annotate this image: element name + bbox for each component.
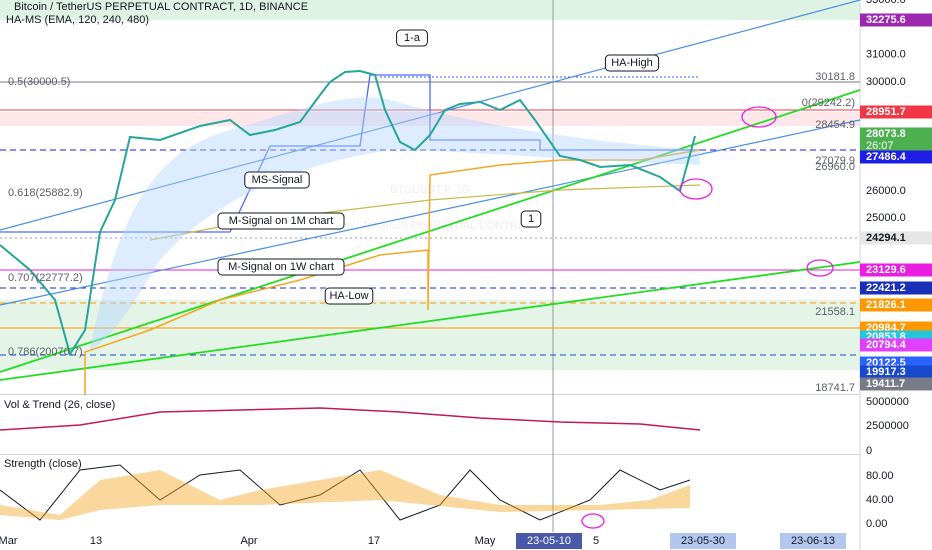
price-badge-label: 23129.6	[866, 264, 906, 276]
watermark-symbol: BTCUSDT.P, 1D	[390, 184, 470, 196]
price-badge	[860, 338, 932, 352]
time-tick-label: 23-05-10	[527, 535, 571, 547]
pane-tick-label: 5000000	[866, 396, 909, 408]
m-signal-1w	[149, 184, 701, 241]
callout-label: HA-Low	[329, 290, 368, 302]
price-tick-label: 33000.0	[866, 0, 906, 6]
highlight-circle	[679, 178, 713, 200]
callout-box	[396, 29, 428, 47]
level-label: 27079.9	[815, 155, 855, 167]
m-signal	[84, 149, 701, 395]
time-tick-label: Mar	[0, 535, 18, 547]
level-label: 21558.1	[815, 306, 855, 318]
highlight-circle	[806, 259, 834, 277]
pane-tick-label: 2500000	[866, 420, 909, 432]
highlight-circle	[741, 106, 777, 128]
pane-tick-label: 0.00	[866, 518, 887, 530]
time-tick-label: 17	[368, 535, 380, 547]
price-tick-label: 30000.0	[866, 76, 906, 88]
pane-divider	[0, 454, 860, 455]
zone	[0, 0, 860, 20]
price-badge-label: 24294.1	[866, 232, 906, 244]
trend-line	[0, 261, 861, 381]
price-badge	[860, 263, 932, 277]
level-label: 0.5(30000.5)	[8, 76, 70, 88]
callout-label: MS-Signal	[252, 174, 303, 186]
price-tick-label: 26000.0	[866, 185, 906, 197]
callout-label: M-Signal on 1M chart	[229, 215, 334, 227]
callout-box	[604, 54, 660, 72]
pane-divider	[0, 394, 860, 395]
time-tick-label: 23-06-13	[791, 535, 835, 547]
strength-line	[0, 464, 691, 521]
level-label: 26960.0	[815, 161, 855, 173]
callout-label: 1	[528, 213, 534, 225]
time-badge	[670, 533, 736, 549]
callout-box	[324, 287, 374, 305]
price-tick-label: 25000.0	[866, 212, 906, 224]
time-tick-label: 13	[90, 535, 102, 547]
price-badge	[860, 377, 932, 391]
highlight-circle	[581, 513, 605, 529]
level-label: 30181.8	[815, 71, 855, 83]
trend-line	[0, 89, 861, 373]
price-badge	[860, 13, 932, 27]
watermark-name: Bitcoin / TetherUS PERPETUAL CONTRACT	[320, 220, 540, 232]
time-badge	[516, 533, 582, 549]
price-badge-label: 20794.4	[866, 339, 907, 351]
price-badge	[860, 127, 932, 154]
pane-tick-label: 0	[866, 445, 872, 457]
time-tick-label: 23-05-30	[681, 535, 725, 547]
time-badge	[780, 533, 846, 549]
strength-area	[0, 470, 690, 520]
pane-tick-label: 40.00	[866, 494, 894, 506]
price-badge-label: 32275.6	[866, 14, 906, 26]
price-badge	[860, 105, 932, 119]
callout-label: HA-High	[611, 57, 653, 69]
ms-signal	[0, 74, 700, 233]
callout-box	[244, 171, 310, 189]
price-badge	[860, 298, 932, 312]
callout-box	[217, 212, 345, 230]
price-badge-label: 21826.1	[866, 299, 906, 311]
callout-box	[520, 210, 542, 228]
pane-tick-label: 80.00	[866, 470, 894, 482]
price-badge-label: 22421.2	[866, 282, 906, 294]
pane-title: Vol & Trend (26, close)	[4, 399, 115, 411]
symbol-title: Bitcoin / TetherUS PERPETUAL CONTRACT, 1…	[14, 1, 308, 13]
price-countdown: 26:07	[866, 140, 894, 152]
level-label: 0.618(25882.9)	[8, 187, 83, 199]
level-label: 0(29242.2)	[802, 97, 855, 109]
callout-label: M-Signal on 1W chart	[228, 261, 334, 273]
price-badge-label: 19411.7	[866, 378, 905, 390]
price-badge	[860, 281, 932, 295]
price-badge	[860, 150, 932, 164]
time-tick-label: May	[475, 535, 496, 547]
time-tick-label: 5	[593, 535, 599, 547]
price-tick-label: 31000.0	[866, 49, 906, 61]
price-badge	[860, 365, 932, 379]
level-label: 0.707(22777.2)	[8, 272, 83, 284]
price-badge-label: 28951.7	[866, 106, 906, 118]
price-badge-label: 19917.3	[866, 366, 906, 378]
price-badge	[860, 231, 932, 245]
indicator-title: HA-MS (EMA, 120, 240, 480)	[6, 14, 149, 26]
callout-label: 1-a	[404, 32, 421, 44]
price-badge-label: 27486.4	[866, 151, 907, 163]
price-badge-label: 28073.8	[866, 128, 906, 140]
ribbon	[90, 97, 700, 350]
time-tick-label: Apr	[240, 535, 257, 547]
level-label: 28454.9	[815, 119, 855, 131]
pane-title: Strength (close)	[4, 458, 82, 470]
price-path	[0, 69, 696, 357]
level-label: 18741.7	[815, 382, 855, 394]
level-label: 0.786(20070.7)	[8, 346, 83, 358]
zone	[0, 300, 860, 370]
callout-box	[217, 258, 345, 276]
vol-trend	[0, 407, 701, 431]
